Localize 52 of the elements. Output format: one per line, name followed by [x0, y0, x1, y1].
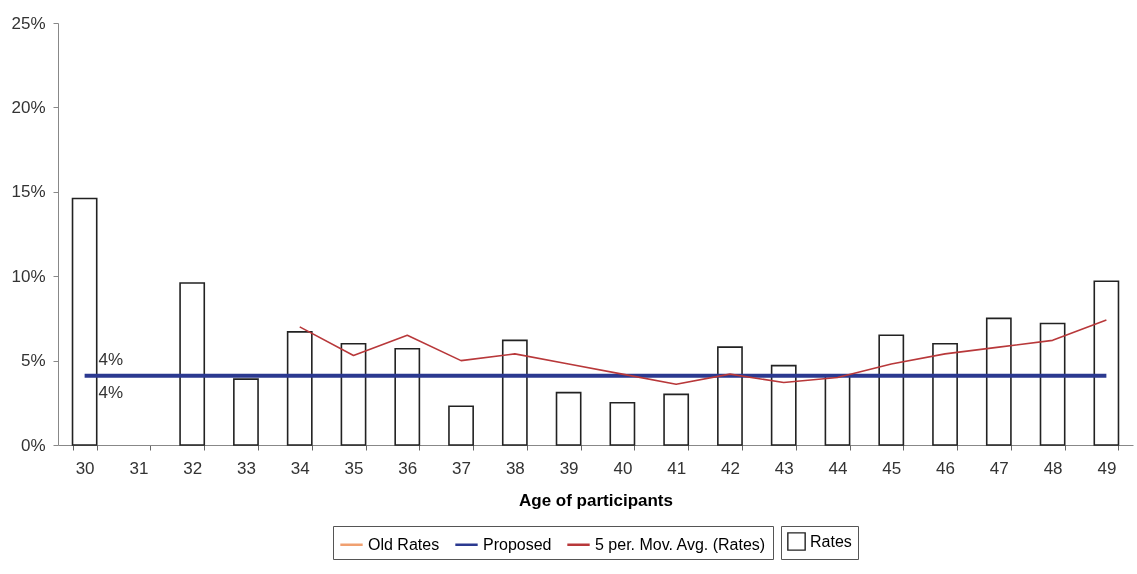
x-tick-label: 40 [613, 458, 633, 478]
x-tick-label: 49 [1097, 458, 1117, 478]
bar [71, 197, 98, 446]
y-tick-label: 5% [20, 351, 46, 371]
x-tick-label: 42 [720, 458, 740, 478]
annotation: 4% [98, 382, 124, 402]
bar [233, 378, 259, 446]
x-tick-label: 46 [936, 458, 956, 478]
x-tick-label: 48 [1043, 458, 1063, 478]
legend-label: Old Rates [368, 535, 440, 553]
y-tick-label: 0% [20, 435, 46, 455]
bar [878, 334, 905, 446]
bar [932, 342, 958, 446]
x-tick-label: 44 [828, 458, 848, 478]
legend-label: Rates [810, 532, 852, 550]
x-tick-label: 33 [236, 458, 256, 478]
x-tick-label: 31 [129, 458, 149, 478]
bar [1039, 322, 1066, 446]
bar [501, 339, 528, 446]
x-tick-label: 36 [398, 458, 418, 478]
y-tick-label: 10% [11, 266, 46, 286]
bar [448, 405, 474, 446]
x-axis-title: Age of participants [519, 490, 673, 510]
bar [663, 393, 690, 446]
x-tick-label: 37 [452, 458, 472, 478]
bar [555, 391, 582, 446]
legend-label: Proposed [483, 535, 552, 553]
line-series [298, 319, 1108, 386]
x-tick-label: 39 [559, 458, 579, 478]
annotation: 4% [98, 349, 124, 369]
x-tick-label: 32 [183, 458, 203, 478]
x-tick-label: 34 [290, 458, 310, 478]
legend-label: 5 per. Mov. Avg. (Rates) [595, 535, 766, 553]
bar [1093, 280, 1120, 446]
x-tick-label: 35 [344, 458, 364, 478]
y-tick-label: 25% [11, 13, 46, 33]
bar [609, 402, 636, 446]
bar [286, 331, 313, 446]
bar [179, 282, 206, 446]
bar [770, 364, 797, 446]
bar [717, 346, 743, 446]
x-tick-label: 47 [989, 458, 1009, 478]
x-tick-label: 30 [75, 458, 95, 478]
y-tick-label: 15% [11, 182, 46, 202]
bar [394, 347, 421, 446]
x-tick-label: 41 [667, 458, 687, 478]
bar [340, 342, 367, 446]
y-tick-label: 20% [11, 97, 46, 117]
x-tick-label: 43 [774, 458, 794, 478]
x-tick-label: 45 [882, 458, 902, 478]
x-tick-label: 38 [505, 458, 525, 478]
bar [985, 317, 1012, 446]
